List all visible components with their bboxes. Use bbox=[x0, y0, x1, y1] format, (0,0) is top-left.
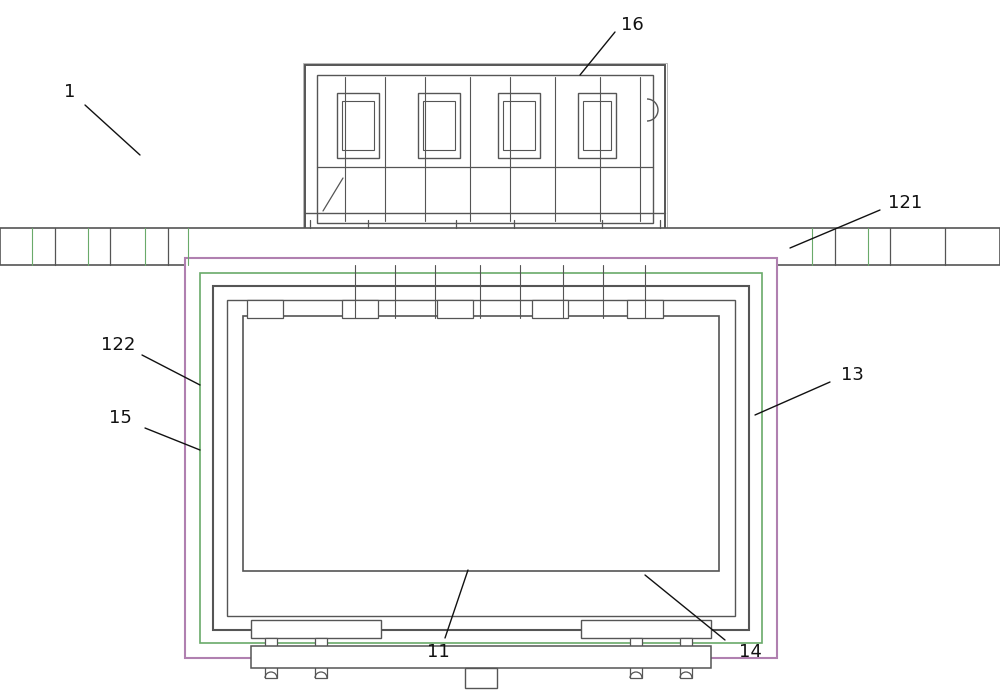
Bar bbox=[251, 620, 381, 638]
Bar bbox=[265, 638, 277, 678]
Text: 1: 1 bbox=[64, 83, 76, 101]
Text: 14: 14 bbox=[739, 643, 761, 661]
Bar bbox=[337, 93, 379, 158]
Bar bbox=[423, 101, 455, 150]
Bar bbox=[243, 316, 719, 571]
Bar bbox=[456, 233, 514, 251]
Bar bbox=[532, 300, 568, 318]
Text: 16: 16 bbox=[621, 16, 643, 34]
Bar bbox=[503, 101, 535, 150]
Bar bbox=[602, 233, 660, 251]
Bar bbox=[583, 101, 611, 150]
Bar bbox=[437, 300, 473, 318]
Bar bbox=[342, 300, 378, 318]
Bar bbox=[578, 93, 616, 158]
Text: 15: 15 bbox=[109, 409, 131, 427]
Bar bbox=[305, 65, 665, 233]
Bar bbox=[227, 300, 735, 616]
Bar bbox=[498, 93, 540, 158]
Bar bbox=[185, 258, 777, 658]
Bar bbox=[310, 233, 368, 251]
Bar bbox=[317, 75, 653, 223]
Bar bbox=[315, 638, 327, 678]
Bar bbox=[247, 300, 283, 318]
Bar bbox=[627, 300, 663, 318]
Bar bbox=[251, 646, 711, 668]
Bar bbox=[342, 101, 374, 150]
Bar bbox=[680, 638, 692, 678]
Bar bbox=[630, 638, 642, 678]
Bar bbox=[200, 273, 762, 643]
Text: 11: 11 bbox=[427, 643, 449, 661]
Bar bbox=[0, 228, 1000, 265]
Text: 121: 121 bbox=[888, 194, 922, 212]
Text: 122: 122 bbox=[101, 336, 135, 354]
Bar bbox=[581, 620, 711, 638]
Bar bbox=[465, 668, 497, 688]
Bar bbox=[303, 63, 667, 235]
Bar bbox=[213, 286, 749, 630]
Text: 13: 13 bbox=[841, 366, 863, 384]
Bar bbox=[418, 93, 460, 158]
